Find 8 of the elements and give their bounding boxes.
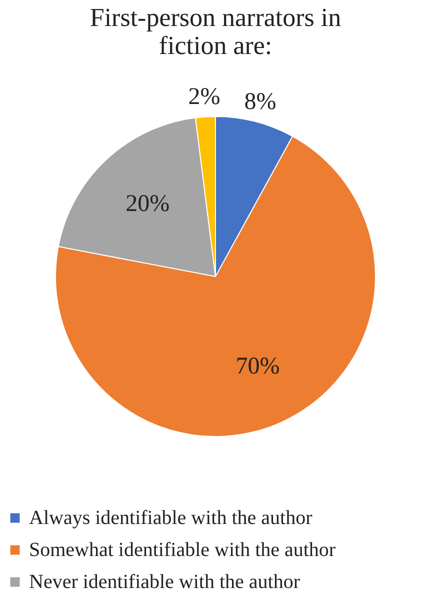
legend-label: Somewhat identifiable with the author: [29, 539, 336, 561]
data-label: 8%: [244, 89, 276, 116]
data-label: 70%: [236, 353, 280, 380]
data-label: 2%: [188, 84, 220, 110]
data-label: 20%: [126, 191, 170, 218]
chart-title: First-person narrators in fiction are:: [90, 3, 342, 60]
legend-label: Always identifiable with the author: [29, 507, 313, 529]
legend-label: Never identifiable with the author: [29, 571, 300, 593]
